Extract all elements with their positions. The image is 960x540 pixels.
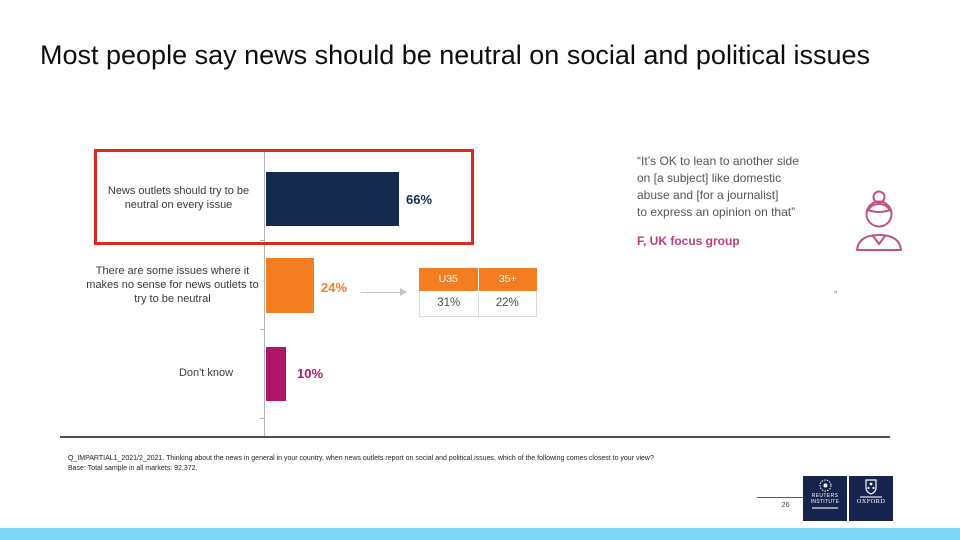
slide-title: Most people say news should be neutral o… xyxy=(40,40,870,70)
oxford-logo: OXFORD xyxy=(849,476,893,521)
bar-label-dont-know: Don't know xyxy=(178,367,234,379)
quote-line: abuse and [for a journalist] xyxy=(637,188,779,202)
axis-tick xyxy=(260,418,265,419)
quote-attribution: F, UK focus group xyxy=(637,234,740,248)
axis-tick xyxy=(260,329,265,330)
bar-neutral-every-issue xyxy=(266,172,400,226)
col-header-u35: U35 xyxy=(419,268,479,291)
reuters-logo-line1: REUTERS xyxy=(811,493,839,499)
footnote-question: Q_IMPARTIAL1_2021/2_2021. Thinking about… xyxy=(68,455,654,462)
oxford-logo-word: OXFORD xyxy=(856,498,886,505)
reuters-logo-line2: INSTITUTE xyxy=(810,499,840,505)
age-breakdown-header: U35 35+ xyxy=(419,268,537,291)
quote-line: on [a subject] like domestic xyxy=(637,171,782,185)
footnote: Q_IMPARTIAL1_2021/2_2021. Thinking about… xyxy=(68,454,888,473)
stray-quote-mark: ” xyxy=(834,290,838,301)
oxford-logo-subtext-bar xyxy=(860,496,882,498)
red-highlight-box xyxy=(94,149,474,245)
chart-axis xyxy=(264,152,265,437)
age-breakdown-values: 31% 22% xyxy=(419,291,537,317)
col-header-35plus: 35+ xyxy=(478,268,537,291)
bar-label-some-issues: There are some issues where it makes no … xyxy=(86,265,259,305)
quote-line: to express an opinion on that” xyxy=(637,205,796,219)
bar-value-dont-know: 10% xyxy=(297,366,324,381)
quote-text: “It’s OK to lean to another side on [a s… xyxy=(637,153,862,221)
axis-tick xyxy=(260,240,265,241)
quote-line: “It’s OK to lean to another side xyxy=(637,154,799,168)
page-number-divider xyxy=(757,497,814,498)
reuters-logo-subtext-bar xyxy=(812,507,838,509)
female-journalist-icon xyxy=(853,190,905,257)
chart-baseline xyxy=(60,436,890,438)
bar-label-neutral-every-issue: News outlets should try to be neutral on… xyxy=(107,185,250,211)
oxford-crest-icon xyxy=(865,479,877,495)
page-number: 26 xyxy=(781,500,790,509)
bar-dont-know xyxy=(266,347,287,401)
value-u35: 31% xyxy=(420,291,479,316)
reuters-globe-icon xyxy=(819,479,831,492)
footnote-base: Base: Total sample in all markets: 92,37… xyxy=(68,464,198,472)
reuters-institute-logo: REUTERS INSTITUTE xyxy=(803,476,847,521)
value-35plus: 22% xyxy=(495,297,519,309)
bar-value-some-issues: 24% xyxy=(321,280,348,295)
arrow-line xyxy=(361,292,401,293)
age-breakdown-table: U35 35+ 31% 22% xyxy=(419,268,537,317)
bar-some-issues xyxy=(266,258,315,313)
bottom-accent-strip xyxy=(0,528,960,540)
bar-value-neutral-every-issue: 66% xyxy=(406,192,433,207)
arrow-head-icon xyxy=(400,288,407,296)
